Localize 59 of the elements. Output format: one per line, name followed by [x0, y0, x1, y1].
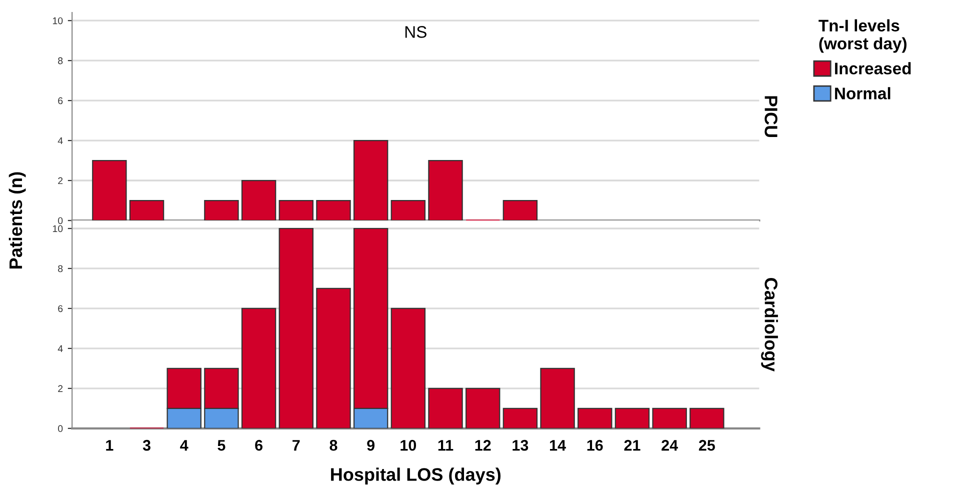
bar — [540, 368, 575, 428]
bar — [690, 408, 724, 428]
x-tick-label: 9 — [367, 440, 375, 451]
x-tick-label: 12 — [475, 440, 491, 451]
bar — [390, 308, 426, 428]
bar — [353, 140, 388, 220]
y-tick-label: 8 — [58, 57, 63, 64]
x-tick-label: 10 — [400, 440, 416, 451]
bar — [278, 200, 314, 220]
x-tick-label: 14 — [550, 440, 566, 451]
x-tick-label: 5 — [218, 440, 226, 451]
y-tick-label: 4 — [58, 137, 63, 144]
bar — [129, 200, 164, 220]
bar — [502, 200, 538, 220]
bar — [502, 408, 538, 428]
y-axis-title: Patients (n) — [8, 172, 26, 268]
x-tick-label: 21 — [624, 440, 640, 451]
bar — [241, 180, 276, 220]
bar — [390, 200, 426, 220]
y-tick-label: 2 — [58, 385, 63, 392]
y-tick-label: 0 — [58, 425, 63, 432]
bar — [428, 388, 463, 428]
bar — [316, 288, 351, 428]
legend-label: Normal — [835, 87, 890, 100]
bar — [652, 408, 687, 428]
y-tick-label: 6 — [58, 305, 63, 312]
x-tick-label: 11 — [438, 440, 454, 451]
y-tick-label: 0 — [58, 217, 63, 224]
text: PICU — [764, 96, 778, 138]
annotation: NS — [405, 26, 426, 38]
y-tick-label: 2 — [58, 177, 63, 184]
bar — [578, 408, 612, 428]
x-tick-label: 7 — [292, 440, 300, 451]
x-tick-label: 16 — [587, 440, 603, 451]
x-tick-label: 25 — [698, 440, 715, 451]
bar — [465, 388, 500, 428]
x-tick-label: 3 — [142, 440, 150, 451]
bar — [614, 408, 650, 428]
bar — [428, 160, 463, 220]
text: Cardiology — [761, 278, 778, 372]
bar — [278, 228, 314, 428]
x-tick-label: 1 — [106, 440, 114, 451]
y-tick-label: 6 — [58, 97, 63, 104]
bar — [316, 200, 351, 220]
x-tick-label: 24 — [662, 440, 678, 451]
y-tick-label: 10 — [52, 17, 63, 24]
x-axis-title: Hospital LOS (days) — [331, 468, 501, 484]
y-tick-label: 4 — [58, 345, 63, 352]
bar — [204, 200, 239, 220]
legend-label: Increased — [835, 62, 911, 74]
x-tick-label: 6 — [255, 440, 262, 451]
x-tick-label: 8 — [330, 440, 338, 451]
y-tick-label: 8 — [58, 265, 63, 272]
bar — [92, 160, 127, 220]
x-tick-label: 13 — [512, 440, 528, 451]
y-tick-label: 10 — [52, 225, 63, 232]
legend-title: Tn-I levels (worst day) — [818, 19, 906, 53]
x-tick-label: 4 — [180, 440, 188, 451]
bar — [241, 308, 276, 428]
